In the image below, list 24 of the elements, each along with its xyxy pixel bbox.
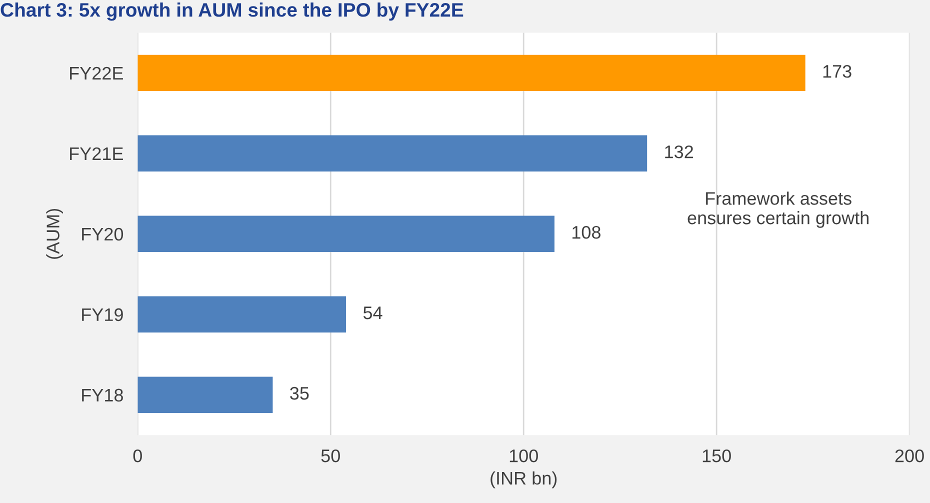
y-axis-title: (AUM) [46, 208, 63, 259]
x-tick-label: 0 [133, 449, 142, 462]
y-tick-label: FY19 [82, 308, 123, 322]
bar [138, 296, 346, 332]
y-tick-label: FY22E [70, 66, 123, 80]
y-tick-label: FY21E [70, 147, 123, 160]
data-label: 108 [572, 226, 600, 239]
x-axis-title: (INR bn) [490, 471, 557, 488]
bar [138, 376, 273, 413]
x-tick-label: 150 [702, 449, 731, 462]
x-tick-label: 50 [321, 449, 340, 462]
bar [138, 54, 806, 92]
bar [138, 216, 554, 252]
data-label: 173 [823, 64, 852, 78]
data-label: 35 [290, 386, 309, 400]
y-tick-label: FY18 [82, 388, 123, 402]
data-label: 54 [363, 306, 382, 320]
data-label: 132 [665, 145, 693, 158]
x-tick-label: 100 [510, 449, 538, 462]
chart-title: Chart 3: 5x growth in AUM since the IPO by FY22E [0, 2, 464, 21]
x-tick-label: 200 [895, 449, 924, 462]
bar [138, 135, 648, 172]
annotation: Framework assets ensures certain growth [688, 192, 868, 228]
y-tick-label: FY20 [82, 228, 124, 241]
